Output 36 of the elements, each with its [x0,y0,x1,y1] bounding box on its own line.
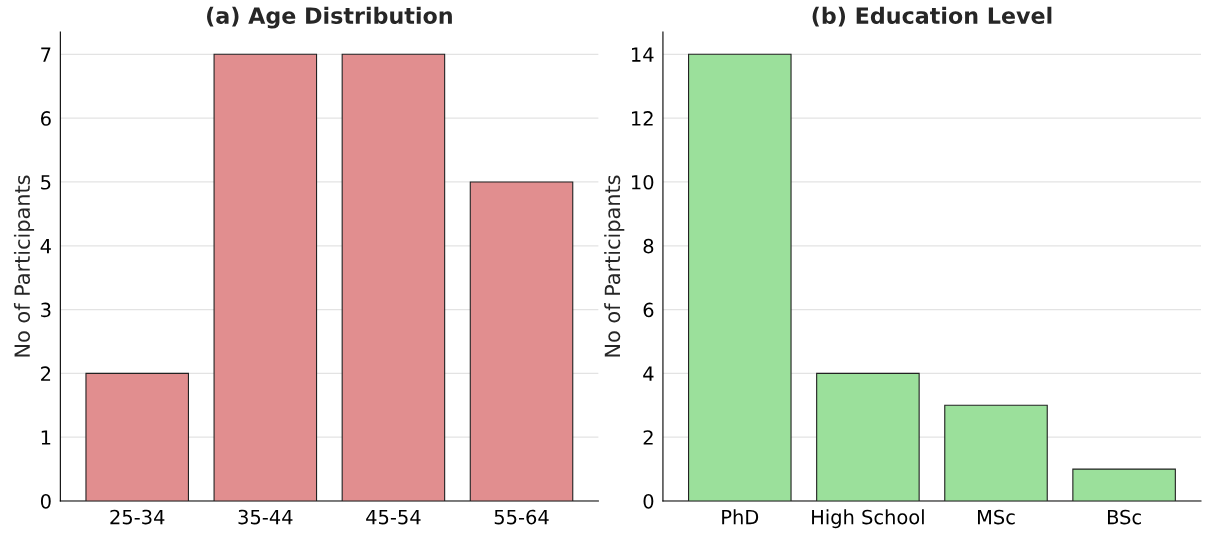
chart-title: (b) Education Level [812,6,1052,27]
y-tick-label: 4 [643,366,654,381]
x-tick-label: PhD [722,509,759,525]
bar [85,372,190,502]
bar [469,181,574,502]
x-tick-label: BSc [1107,509,1141,525]
y-tick-label: 8 [643,238,654,254]
y-tick-label: 0 [40,493,51,509]
y-tick-label: 4 [40,238,51,254]
y-tick-label: 2 [41,366,51,381]
y-tick-label: 5 [41,175,51,190]
y-tick-label: 2 [643,430,653,445]
y-tick-label: 1 [41,430,51,445]
bar [816,372,920,502]
bar [213,53,318,502]
bar [341,53,446,502]
x-tick-label: 55-64 [494,509,549,525]
y-tick-label: 6 [41,111,51,126]
y-tick-label: 6 [643,302,654,318]
x-tick-label: High School [812,509,924,529]
y-tick-label: 14 [632,47,654,62]
y-axis-title: No of Participants [604,175,625,357]
x-tick-label: MSc [978,509,1015,525]
y-tick-label: 12 [632,111,653,126]
y-tick-label: 10 [632,174,654,190]
y-tick-label: 3 [41,302,51,318]
y-tick-label: 7 [41,47,51,62]
y-tick-label: 0 [643,493,654,509]
x-tick-label: 35-44 [238,509,293,525]
y-axis-title: No of Participants [13,175,35,357]
bar [944,404,1048,502]
chart-title: (a) Age Distribution [207,6,452,29]
x-tick-label: 45-54 [366,509,421,525]
bar [1072,468,1176,502]
bar [688,53,792,502]
x-tick-label: 25-34 [110,509,165,525]
